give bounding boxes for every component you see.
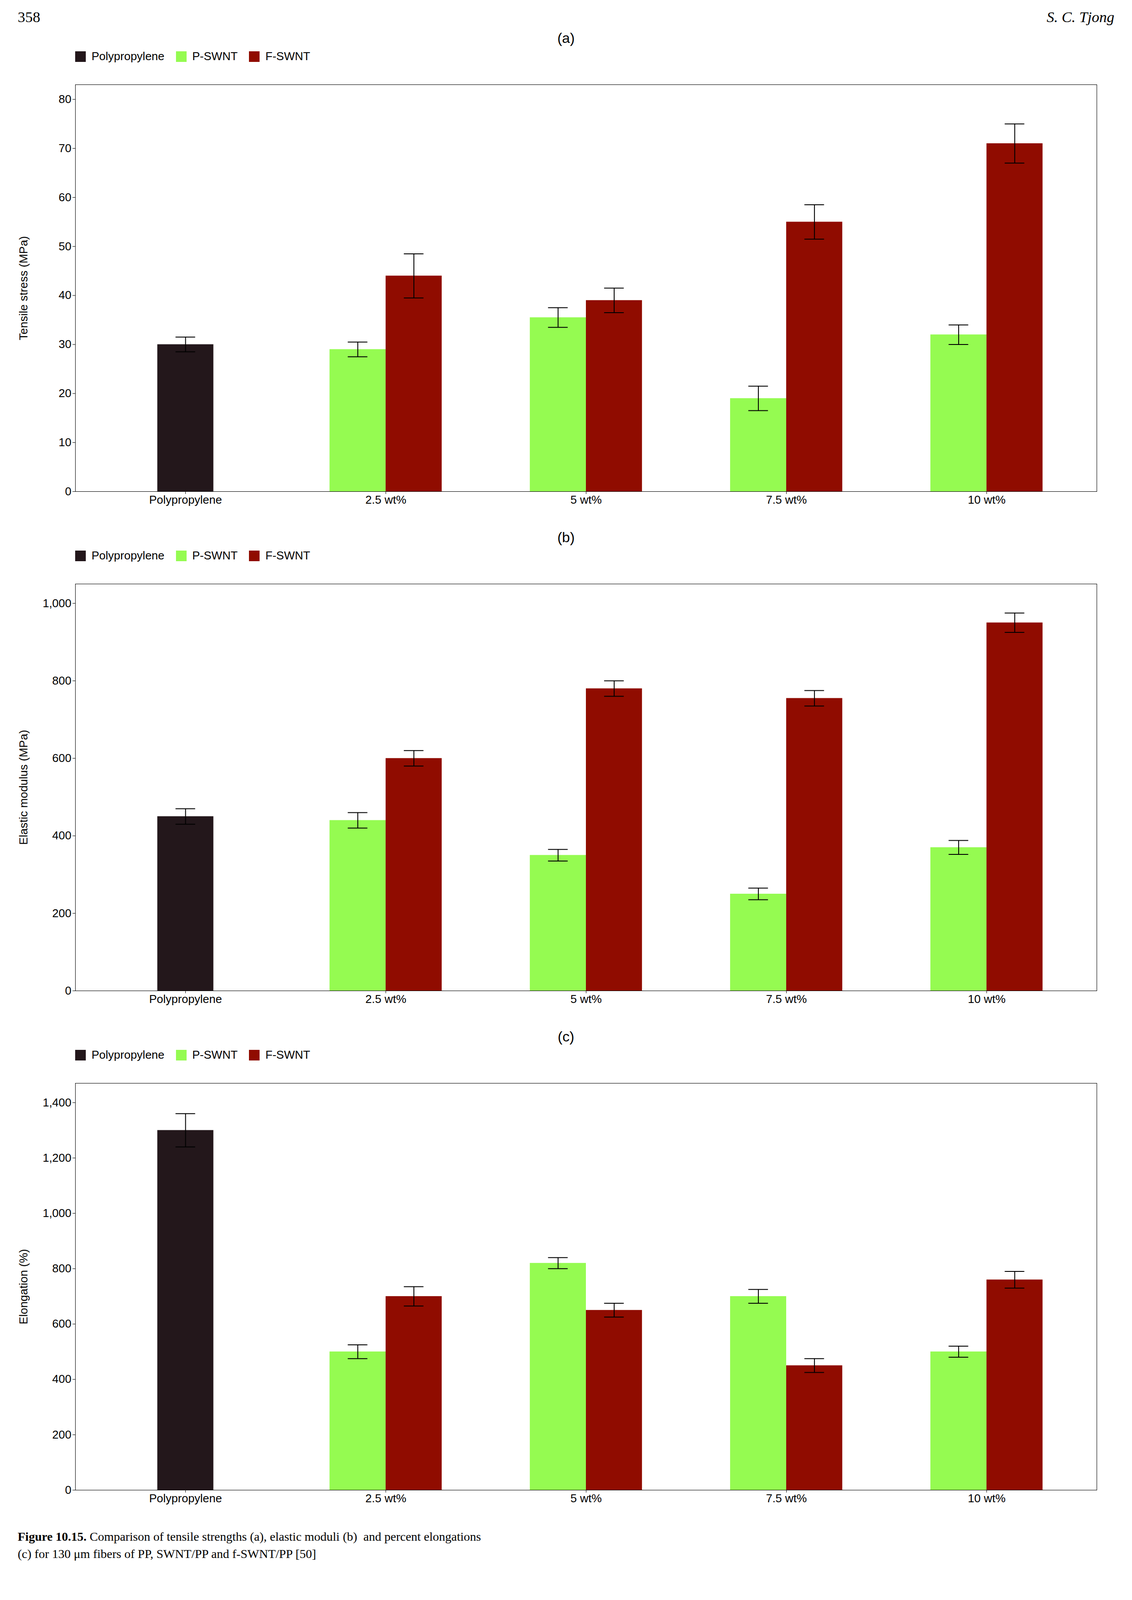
svg-text:60: 60 [58, 190, 72, 204]
svg-text:7.5 wt%: 7.5 wt% [765, 992, 807, 1006]
svg-text:Polypropylene: Polypropylene [149, 493, 222, 507]
html-text:(c): (c) [557, 1028, 575, 1045]
html-text:F-SWNT: F-SWNT [265, 49, 311, 63]
svg-text:5 wt%: 5 wt% [570, 1491, 602, 1505]
svg-text:10: 10 [58, 435, 72, 449]
svg-text:200: 200 [52, 906, 72, 920]
svg-text:30: 30 [58, 337, 72, 351]
svg-text:2.5 wt%: 2.5 wt% [365, 1491, 407, 1505]
html-text:Polypropylene: Polypropylene [91, 49, 165, 63]
svg-text:Tensile stress (MPa): Tensile stress (MPa) [17, 236, 31, 341]
svg-text:0: 0 [65, 484, 72, 498]
svg-text:800: 800 [52, 673, 72, 688]
html-text:P-SWNT: P-SWNT [192, 1047, 238, 1062]
svg-text:50: 50 [58, 239, 72, 253]
svg-text:200: 200 [52, 1427, 72, 1442]
svg-text:80: 80 [58, 92, 72, 106]
svg-text:Polypropylene: Polypropylene [149, 1491, 222, 1505]
svg-text:2.5 wt%: 2.5 wt% [365, 493, 407, 507]
svg-text:600: 600 [52, 1316, 72, 1331]
svg-text:400: 400 [52, 828, 72, 842]
svg-text:40: 40 [58, 288, 72, 302]
svg-text:600: 600 [52, 751, 72, 765]
svg-text:Elongation (%): Elongation (%) [17, 1248, 31, 1325]
svg-text:800: 800 [52, 1261, 72, 1275]
svg-text:5 wt%: 5 wt% [570, 992, 602, 1006]
html-text:358: 358 [17, 8, 41, 26]
html-text:S. C. Tjong: S. C. Tjong [1046, 8, 1115, 26]
svg-text:10 wt%: 10 wt% [967, 493, 1006, 507]
svg-text:10 wt%: 10 wt% [967, 992, 1006, 1006]
html-text:P-SWNT: P-SWNT [192, 548, 238, 563]
html-text:Polypropylene: Polypropylene [91, 548, 165, 563]
svg-text:1,200: 1,200 [42, 1151, 72, 1165]
svg-text:5 wt%: 5 wt% [570, 493, 602, 507]
html-text:(b): (b) [557, 529, 575, 546]
svg-text:1,000: 1,000 [42, 596, 72, 610]
svg-text:7.5 wt%: 7.5 wt% [765, 493, 807, 507]
svg-text:70: 70 [58, 141, 72, 155]
svg-text:10 wt%: 10 wt% [967, 1491, 1006, 1505]
svg-text:Polypropylene: Polypropylene [149, 992, 222, 1006]
html-text:P-SWNT: P-SWNT [192, 49, 238, 63]
svg-text:0: 0 [65, 983, 72, 998]
svg-text:400: 400 [52, 1372, 72, 1386]
svg-text:Elastic modulus (MPa): Elastic modulus (MPa) [17, 729, 31, 845]
html-text:Polypropylene: Polypropylene [91, 1047, 165, 1062]
svg-text:20: 20 [58, 386, 72, 400]
svg-text:1,400: 1,400 [42, 1095, 72, 1110]
html-text:Figure 10.15. Comparison of te: Figure 10.15. Comparison of tensile stre… [17, 1529, 481, 1561]
html-text:(a): (a) [557, 30, 575, 46]
svg-text:0: 0 [65, 1483, 72, 1497]
html-text:F-SWNT: F-SWNT [265, 1047, 311, 1062]
svg-text:2.5 wt%: 2.5 wt% [365, 992, 407, 1006]
svg-text:7.5 wt%: 7.5 wt% [765, 1491, 807, 1505]
svg-text:1,000: 1,000 [42, 1206, 72, 1220]
html-text:F-SWNT: F-SWNT [265, 548, 311, 563]
